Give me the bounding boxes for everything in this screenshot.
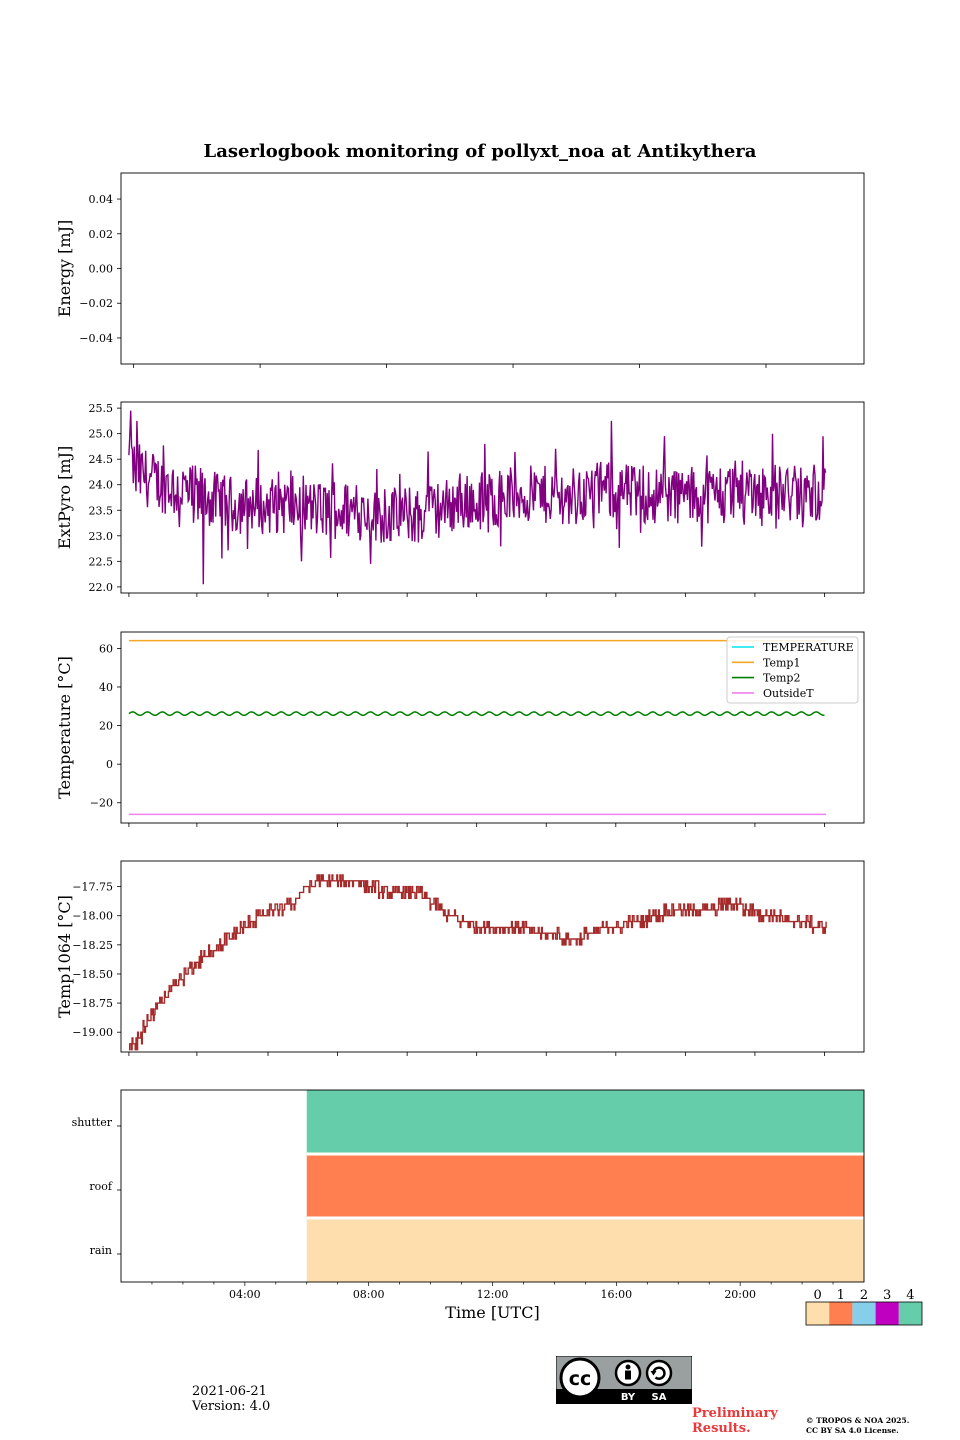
y-tick-label: 0.04 bbox=[89, 193, 114, 206]
y-axis-label: Temperature [°C] bbox=[55, 656, 74, 799]
y-tick-label: 24.0 bbox=[89, 479, 114, 492]
y-tick-label: 60 bbox=[99, 642, 113, 655]
colorbar-cell-2 bbox=[852, 1302, 876, 1325]
svg-text:cc: cc bbox=[569, 1368, 592, 1390]
creative-commons-by-sa-icon: cc BY SA bbox=[556, 1356, 692, 1404]
footer-version: Version: 4.0 bbox=[192, 1399, 271, 1414]
copyright-line-1: © TROPOS & NOA 2025. bbox=[806, 1416, 910, 1425]
y-tick-label: 20 bbox=[99, 720, 113, 733]
legend-label: TEMPERATURE bbox=[763, 641, 854, 654]
colorbar-cell-1 bbox=[829, 1302, 853, 1325]
chart-title: Laserlogbook monitoring of pollyxt_noa a… bbox=[203, 141, 757, 162]
extpyro-series-line bbox=[128, 410, 827, 585]
colorbar-cell-4 bbox=[898, 1302, 922, 1325]
preliminary-note: Preliminary Results. bbox=[692, 1406, 778, 1436]
legend-label: Temp1 bbox=[763, 656, 800, 669]
x-tick-label: 16:00 bbox=[600, 1288, 632, 1301]
y-tick-label: −0.04 bbox=[79, 332, 113, 345]
y-tick-label: 0 bbox=[106, 758, 113, 771]
copyright-note: © TROPOS & NOA 2025. CC BY SA 4.0 Licens… bbox=[806, 1416, 909, 1436]
status-row-label: shutter bbox=[72, 1116, 113, 1129]
footer-date: 2021-06-21 bbox=[192, 1384, 267, 1399]
x-tick-label: 08:00 bbox=[353, 1288, 385, 1301]
status-band-roof bbox=[306, 1154, 864, 1218]
axes-frame-4 bbox=[120, 860, 865, 1053]
y-tick-label: 23.5 bbox=[89, 504, 114, 517]
y-tick-label: 25.5 bbox=[89, 402, 114, 415]
status-band-rain bbox=[306, 1218, 864, 1282]
license-sa-text: SA bbox=[652, 1392, 667, 1403]
colorbar-tick-label: 2 bbox=[860, 1288, 868, 1303]
colorbar-tick-label: 3 bbox=[883, 1288, 891, 1303]
x-tick-label: 04:00 bbox=[229, 1288, 261, 1301]
y-axis-label: Energy [mJ] bbox=[55, 220, 74, 318]
y-tick-label: −17.75 bbox=[72, 881, 113, 894]
y-tick-label: −19.00 bbox=[72, 1026, 113, 1039]
footer-date-version: 2021-06-21 Version: 4.0 bbox=[192, 1384, 270, 1414]
status-row-label: rain bbox=[90, 1244, 112, 1257]
license-by-text: BY bbox=[621, 1392, 636, 1403]
y-tick-label: 40 bbox=[99, 681, 113, 694]
y-tick-label: 0.02 bbox=[89, 228, 114, 241]
colorbar-cell-0 bbox=[806, 1302, 830, 1325]
colorbar-tick-label: 1 bbox=[837, 1288, 845, 1303]
x-tick-label: 20:00 bbox=[724, 1288, 756, 1301]
preliminary-line-1: Preliminary bbox=[692, 1406, 778, 1421]
y-tick-label: 23.0 bbox=[89, 530, 114, 543]
y-axis-label: Temp1064 [°C] bbox=[55, 895, 74, 1018]
y-tick-label: 24.5 bbox=[89, 453, 114, 466]
y-tick-label: 22.5 bbox=[89, 555, 114, 568]
colorbar-tick-label: 4 bbox=[906, 1288, 914, 1303]
temp1064-series-line bbox=[128, 874, 827, 1051]
preliminary-line-2: Results. bbox=[692, 1421, 751, 1436]
status-band-shutter bbox=[306, 1090, 864, 1154]
legend-label: Temp2 bbox=[763, 672, 800, 685]
y-tick-label: −18.25 bbox=[72, 939, 113, 952]
y-axis-label: ExtPyro [mJ] bbox=[55, 446, 74, 549]
colorbar-cell-3 bbox=[875, 1302, 899, 1325]
legend-box bbox=[726, 636, 859, 704]
y-tick-label: −0.02 bbox=[79, 297, 113, 310]
x-axis-label: Time [UTC] bbox=[445, 1303, 539, 1322]
y-tick-label: −20 bbox=[90, 797, 113, 810]
temp2-series-line bbox=[128, 711, 825, 717]
x-tick-label: 12:00 bbox=[477, 1288, 509, 1301]
axes-frame-1 bbox=[120, 172, 865, 365]
y-tick-label: 25.0 bbox=[89, 428, 114, 441]
y-tick-label: −18.00 bbox=[72, 910, 113, 923]
axes-frame-2 bbox=[120, 401, 865, 594]
colorbar-tick-label: 0 bbox=[813, 1288, 821, 1303]
y-tick-label: 22.0 bbox=[89, 581, 114, 594]
copyright-line-2: CC BY SA 4.0 License. bbox=[806, 1426, 899, 1435]
legend-label: OutsideT bbox=[763, 687, 814, 700]
y-tick-label: −18.50 bbox=[72, 968, 113, 981]
status-row-label: roof bbox=[89, 1180, 113, 1193]
y-tick-label: −18.75 bbox=[72, 997, 113, 1010]
axes-frame-3 bbox=[120, 631, 865, 824]
y-tick-label: 0.00 bbox=[89, 263, 114, 276]
colorbar-frame bbox=[805, 1301, 923, 1326]
